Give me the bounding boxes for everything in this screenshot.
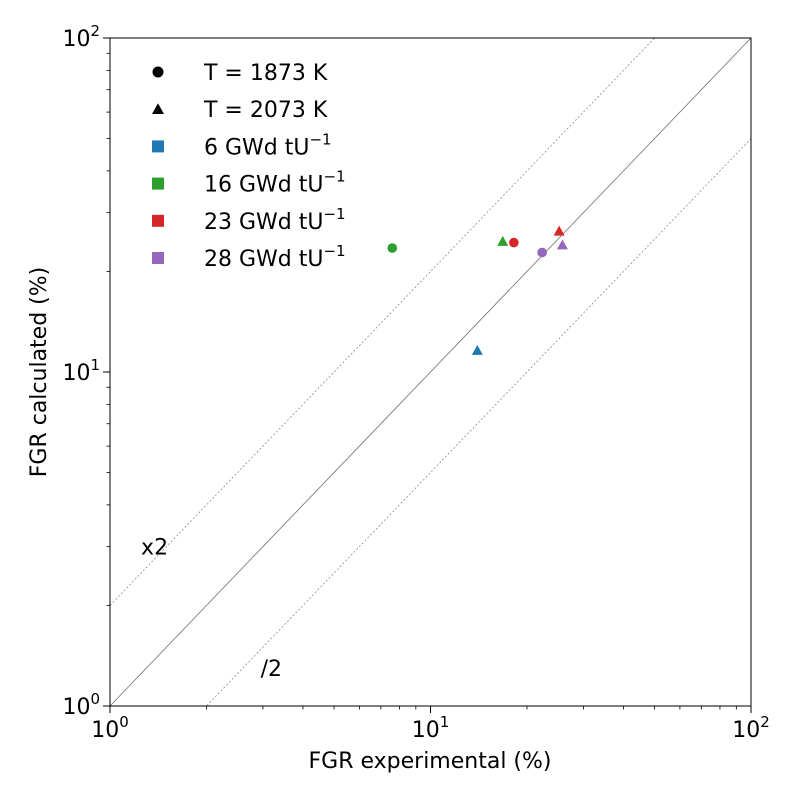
data-point-triangle — [497, 235, 509, 246]
data-point-circle — [537, 247, 547, 258]
legend-label: 23 GWd tU−1 — [204, 205, 346, 235]
data-point-triangle — [556, 239, 568, 250]
legend-label: 6 GWd tU−1 — [204, 130, 332, 160]
reference-line-x2 — [110, 38, 656, 606]
x-tick-label: 102 — [732, 713, 770, 743]
axes: 100 101 102 100 101 102 — [62, 22, 769, 743]
legend-triangle-marker — [152, 103, 164, 114]
data-points — [387, 225, 568, 355]
reference-line-labels: x2/2 — [141, 536, 282, 682]
data-point-circle — [509, 237, 519, 248]
reference-line-parity — [110, 38, 751, 706]
y-tick-label: 102 — [62, 22, 100, 52]
reference-label-x2: x2 — [141, 536, 168, 561]
y-tick-label: 100 — [62, 690, 100, 720]
x-tick-label: 100 — [91, 713, 129, 743]
legend-label: T = 1873 K — [203, 61, 328, 86]
legend-color-swatch — [152, 252, 164, 264]
legend-color-swatch — [152, 177, 164, 190]
legend: T = 1873 K T = 2073 K 6 GWd tU−1 16 GWd tU−… — [152, 61, 346, 272]
y-tick-label: 101 — [62, 356, 100, 386]
reference-line-div2 — [205, 138, 751, 706]
legend-color-swatch — [152, 214, 164, 227]
reference-lines — [110, 38, 751, 706]
data-point-triangle — [553, 225, 565, 236]
legend-label: 28 GWd tU−1 — [204, 242, 346, 272]
legend-label: 16 GWd tU−1 — [204, 168, 346, 198]
legend-circle-marker — [152, 66, 164, 78]
reference-label-div2: /2 — [261, 657, 282, 682]
data-point-circle — [387, 243, 398, 253]
x-tick-label: 101 — [412, 713, 450, 743]
data-point-triangle — [471, 344, 483, 355]
legend-label: T = 2073 K — [203, 98, 328, 123]
legend-color-swatch — [152, 140, 164, 153]
x-axis-label: FGR experimental (%) — [309, 749, 552, 774]
y-axis-label: FGR calculated (%) — [27, 267, 52, 478]
